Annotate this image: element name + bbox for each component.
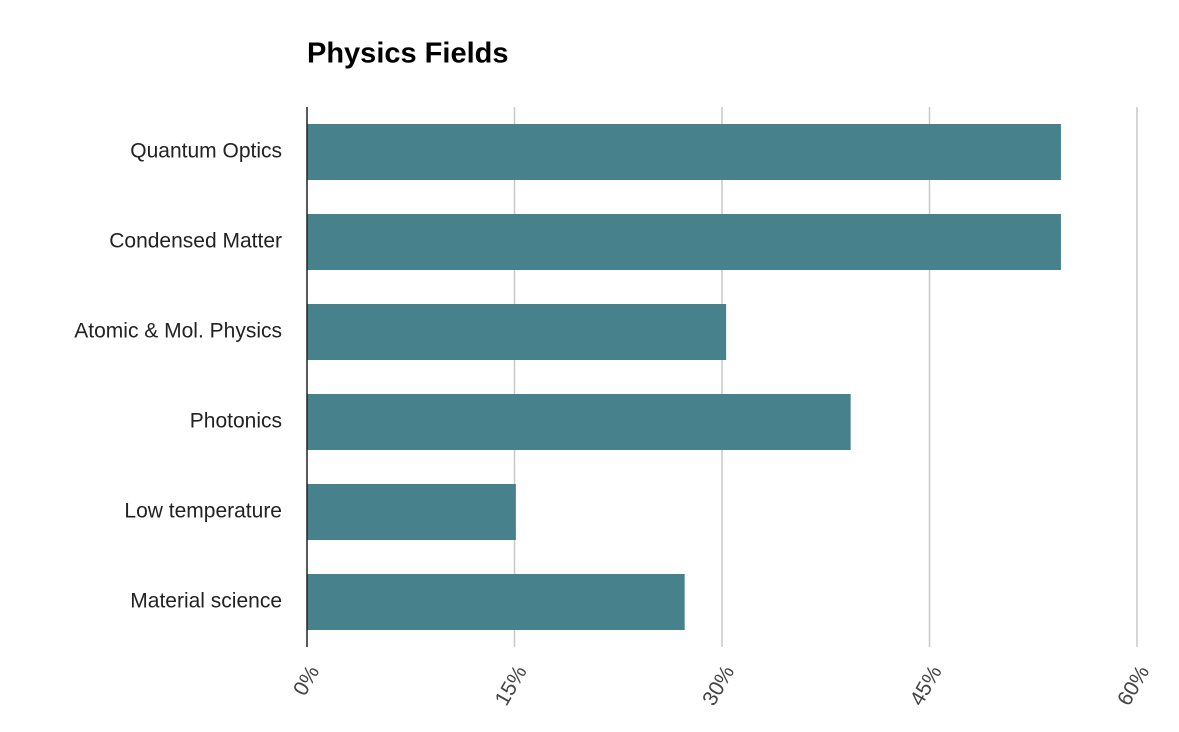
x-tick-label: 30%: [698, 662, 739, 710]
chart-title: Physics Fields: [307, 38, 509, 70]
bar: [307, 394, 851, 450]
y-tick-label: Material science: [130, 590, 282, 613]
x-tick-label: 60%: [1113, 662, 1154, 710]
bar: [307, 574, 685, 630]
y-tick-label: Quantum Optics: [130, 140, 282, 163]
y-tick-label: Condensed Matter: [109, 230, 282, 253]
bar: [307, 124, 1061, 180]
bar: [307, 484, 516, 540]
bar: [307, 214, 1061, 270]
x-tick-label: 45%: [906, 662, 947, 710]
y-tick-label: Photonics: [190, 410, 282, 433]
y-tick-label: Low temperature: [124, 500, 282, 523]
y-tick-label: Atomic & Mol. Physics: [74, 320, 282, 343]
x-tick-label: 0%: [289, 662, 324, 700]
x-tick-label: 15%: [491, 662, 532, 710]
bar: [307, 304, 727, 360]
